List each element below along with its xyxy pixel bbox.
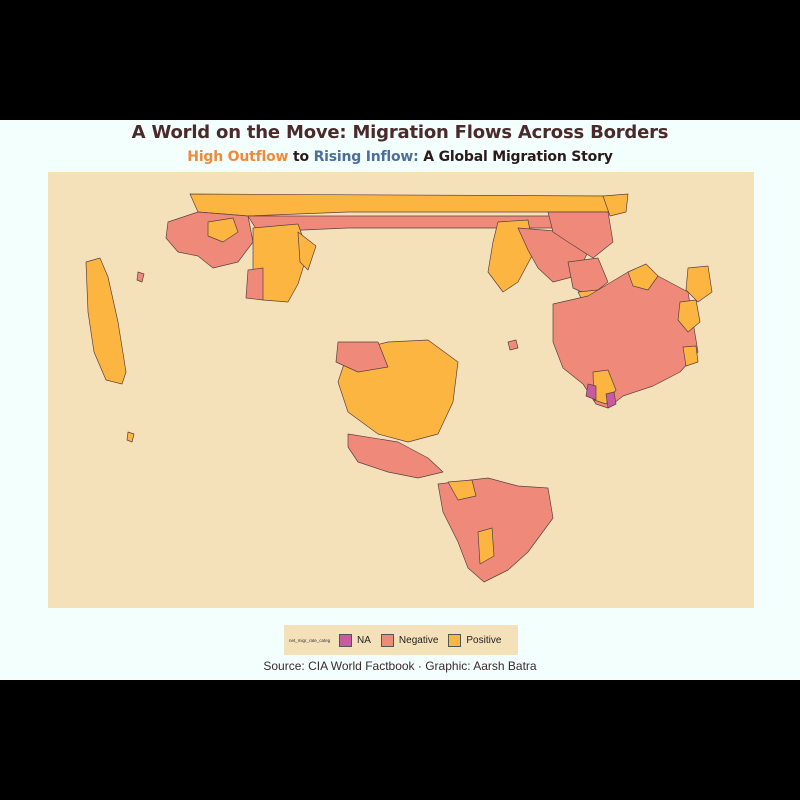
- legend-label-negative: Negative: [398, 634, 439, 646]
- region-south-america: [437, 477, 554, 583]
- region-horn: [677, 299, 701, 333]
- region-island-1: [126, 431, 135, 443]
- region-greenland: [85, 257, 127, 385]
- chart-canvas: A World on the Move: Migration Flows Acr…: [0, 120, 800, 680]
- legend-item-negative: Negative: [380, 633, 439, 647]
- region-island-3: [507, 339, 519, 351]
- subtitle-connector: to: [292, 149, 309, 165]
- region-canada-east: [245, 267, 264, 301]
- region-caribbean: [335, 341, 389, 373]
- region-africa: [552, 271, 699, 409]
- region-sa-south: [477, 527, 495, 565]
- legend-item-positive: Positive: [448, 633, 502, 647]
- region-central-asia: [547, 211, 614, 259]
- region-gulf: [627, 263, 659, 291]
- region-australia: [685, 265, 713, 303]
- region-na-country-2: [605, 391, 617, 409]
- subtitle-rest: A Global Migration Story: [423, 149, 613, 165]
- region-europe-west: [165, 211, 254, 269]
- subtitle-inflow: Rising Inflow:: [313, 149, 419, 165]
- region-europe-north: [207, 217, 239, 243]
- region-ne-strip: [602, 193, 629, 217]
- subtitle-outflow: High Outflow: [187, 149, 289, 165]
- region-mexico: [347, 433, 444, 479]
- legend-swatch-negative: [380, 633, 394, 647]
- legend-title: net_migr_rate_categ: [289, 637, 331, 643]
- legend: net_migr_rate_categ NA Negative Positive: [284, 625, 518, 655]
- chart-title: A World on the Move: Migration Flows Acr…: [131, 122, 669, 143]
- source-caption: Source: CIA World Factbook · Graphic: Aa…: [263, 659, 537, 673]
- chart-subtitle: High Outflow to Rising Inflow: A Global …: [0, 149, 800, 165]
- region-island-2: [136, 271, 145, 283]
- region-sa-north: [447, 479, 477, 501]
- world-map: [85, 193, 713, 583]
- region-west-wedge: [297, 231, 317, 271]
- map-panel: [48, 172, 754, 608]
- region-east-africa: [682, 345, 699, 367]
- legend-label-na: NA: [357, 634, 371, 646]
- legend-item-na: NA: [339, 633, 371, 647]
- legend-swatch-positive: [448, 633, 462, 647]
- region-na-country: [585, 383, 597, 401]
- legend-swatch-na: [339, 633, 352, 647]
- legend-label-positive: Positive: [466, 634, 502, 646]
